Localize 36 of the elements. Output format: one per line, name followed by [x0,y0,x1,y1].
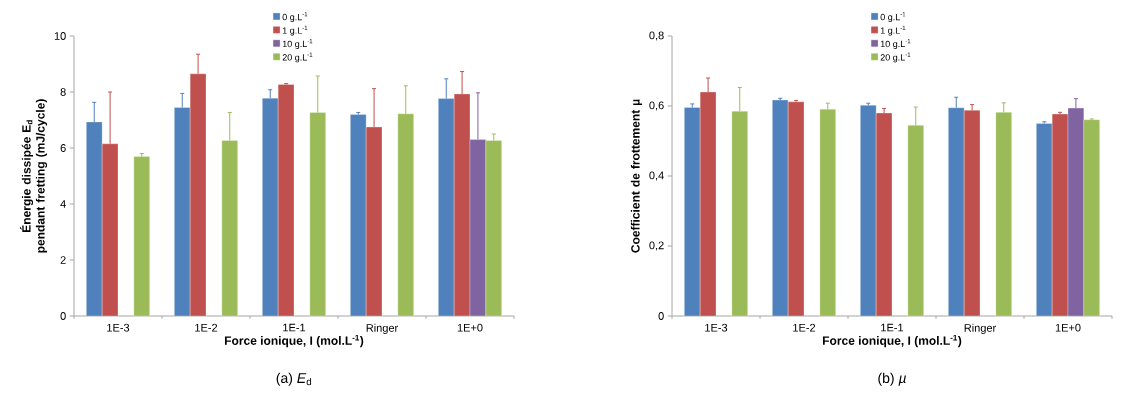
x-axis-title: Force ionique, I (mol.L$^{-1}$) [225,334,364,348]
x-tick-label: 1E-1 [283,323,306,332]
x-tick-label: 1E-1 [881,323,904,332]
y-tick-label: 0 [60,312,66,320]
y-tick-label: 8 [60,88,66,96]
y-axis-title: Coefficient de frottement µ [630,99,643,253]
x-axis-title: Force ionique, I (mol.L$^{-1}$) [823,334,962,348]
y-tick-label: 0,8 [649,31,664,41]
x-tick-label: 1E-2 [195,323,218,332]
y-tick-label: 0,4 [649,171,664,181]
legend-label: 10 g.L$^{-1}$ [282,39,313,49]
legend-label: 1 g.L$^{-1}$ [282,25,308,36]
legend-label: 20 g.L$^{-1}$ [282,52,313,63]
y-axis-title: Énergie dissipée E$_{d}$ pendant fretting (mJ/cycle) [19,99,48,253]
y-tick-label: 0 [658,312,664,320]
legend-label: 1 g.L$^{-1}$ [880,25,906,36]
text: (a) E$_{d}$ [276,372,312,386]
y-tick-label: 2 [60,256,66,264]
legend-label: 0 g.L$^{-1}$ [880,12,906,23]
x-tick-label: 1E+0 [457,323,483,332]
x-tick-label: 1E-3 [705,323,728,332]
x-tick-label: Ringer [366,323,399,335]
y-tick-label: 10 [54,32,66,40]
y-tick-label: 6 [60,144,66,152]
y-tick-label: 0,6 [649,101,664,111]
x-tick-label: 1E-3 [107,323,130,332]
legend-label: 10 g.L$^{-1}$ [880,39,911,49]
bar [133,156,150,317]
y-tick-label: 0,2 [649,241,664,251]
y-tick-label: 4 [60,200,66,208]
x-tick-label: 1E+0 [1055,323,1081,332]
text: (b) µ [878,372,906,386]
x-tick-label: Ringer [964,323,997,335]
legend-label: 20 g.L$^{-1}$ [880,52,911,63]
x-tick-label: 1E-2 [793,323,816,332]
legend-label: 0 g.L$^{-1}$ [282,12,308,23]
